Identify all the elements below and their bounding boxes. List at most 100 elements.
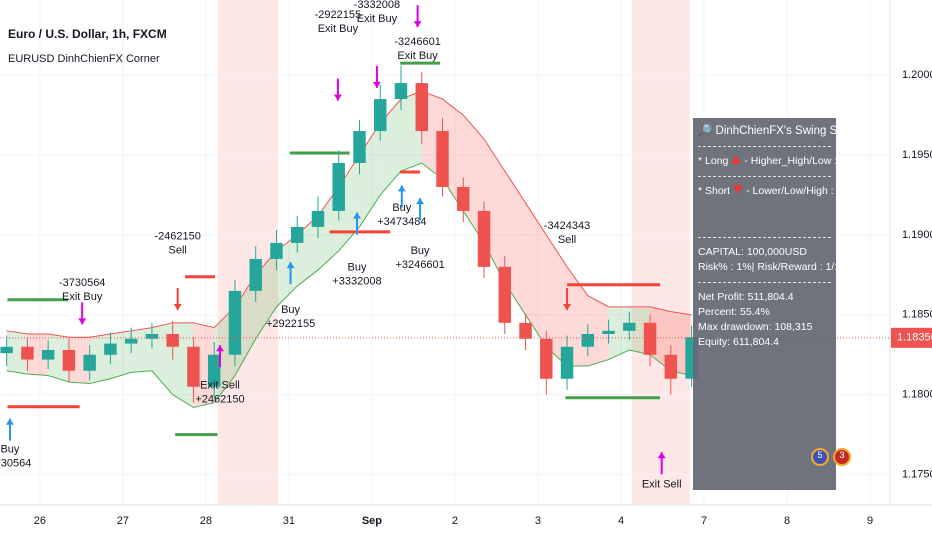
candle-body <box>415 83 428 132</box>
band-fill <box>151 322 173 395</box>
candle-body <box>104 343 117 355</box>
candle-body <box>207 354 221 387</box>
y-tick-label: 1.18500 <box>902 309 932 321</box>
band-fill <box>27 334 49 376</box>
candle-body <box>332 163 345 211</box>
band-fill <box>68 337 90 384</box>
signal-label: Buy <box>392 202 411 214</box>
signal-label: 3730564 <box>0 458 31 470</box>
candle-body <box>643 322 657 355</box>
candle-body <box>498 266 512 323</box>
chart-subtitle: EURUSD DinhChienFX Corner <box>8 53 160 65</box>
candle-body <box>519 322 532 339</box>
signal-label: +2922155 <box>266 318 315 330</box>
signal-arrowhead <box>372 81 381 88</box>
badge: 3 <box>833 448 851 466</box>
y-tick-label: 1.18000 <box>902 389 932 401</box>
candle-body <box>21 346 34 360</box>
long-label: * Long <box>698 155 729 167</box>
x-tick-label: 2 <box>452 515 458 527</box>
signal-arrowhead <box>416 198 425 205</box>
risk: Risk% : 1%| Risk/Reward : 1/1.05 <box>698 261 855 273</box>
capital: CAPITAL: 100,000USD <box>698 246 807 258</box>
signal-label: +2462150 <box>195 394 244 406</box>
panel-title: 🔎 DinhChienFX's Swing Strategy <box>698 125 873 137</box>
band-fill <box>546 234 568 366</box>
signal-label: -3730564 <box>59 277 106 289</box>
signal-label: Buy <box>281 304 300 316</box>
band-fill <box>587 295 609 366</box>
signal-arrowhead <box>78 318 87 325</box>
stat: Max drawdown: 108,315 <box>698 321 813 333</box>
signal-label: Exit Buy <box>357 13 398 25</box>
signal-label: Exit Sell <box>200 380 240 392</box>
signal-label: -3424343 <box>544 220 591 232</box>
candle-body <box>477 210 491 267</box>
candle-body <box>353 131 366 164</box>
signal-arrowhead <box>216 345 225 352</box>
signal-arrowhead <box>657 452 666 459</box>
short-row: * Short - Lower/Low/High : No <box>698 184 850 199</box>
signal-label: Buy <box>348 262 367 274</box>
signal-arrowhead <box>397 185 406 192</box>
info-panel: 🔎 DinhChienFX's Swing Strategy * Long - H… <box>693 118 873 490</box>
candle-body <box>394 83 408 100</box>
signal-label: Buy <box>0 444 19 456</box>
candle-body <box>623 322 636 331</box>
x-tick-label: Sep <box>362 515 382 527</box>
long-row: * Long - Higher_High/Low : No <box>698 154 854 169</box>
candle-body <box>187 346 200 387</box>
panel-title-text: DinhChienFX's Swing Strategy <box>715 125 873 137</box>
session-highlight <box>217 0 279 505</box>
signal-label: -2922155 <box>315 9 362 21</box>
signal-label: +3246601 <box>395 259 444 271</box>
candle-body <box>145 334 159 339</box>
stat: Percent: 55.4% <box>698 306 770 318</box>
signal-arrowhead <box>563 304 572 311</box>
x-tick-label: 8 <box>784 515 790 527</box>
signal-label: -2462150 <box>154 231 201 243</box>
candle-body <box>581 334 595 347</box>
band-line <box>6 162 692 409</box>
signal-label: -3332008 <box>354 0 401 11</box>
x-tick-label: 28 <box>200 515 212 527</box>
candle-body <box>664 354 678 379</box>
badge: 5 <box>811 448 829 466</box>
y-tick-label: 1.20000 <box>902 69 932 81</box>
x-tick-label: 26 <box>34 515 46 527</box>
signal-arrowhead <box>352 212 361 219</box>
long-text: - Higher_High/Low : No <box>744 155 854 167</box>
band-fill <box>525 202 547 347</box>
chart-title: Euro / U.S. Dollar, 1h, FXCM <box>8 27 167 41</box>
band-line <box>6 90 692 338</box>
x-tick-label: 7 <box>701 515 707 527</box>
signal-arrowhead <box>5 418 14 425</box>
candle-body <box>228 290 242 355</box>
last-price-label: 1.18356 <box>897 332 932 344</box>
signal-arrowhead <box>413 21 422 28</box>
candle-body <box>436 131 449 187</box>
x-tick-label: 9 <box>867 515 873 527</box>
candle-body <box>83 354 96 371</box>
signal-label: Exit Buy <box>62 291 103 303</box>
candle-body <box>124 338 138 344</box>
candle-body <box>374 99 387 132</box>
signal-arrowhead <box>286 262 295 269</box>
signal-label: Exit Buy <box>397 50 438 62</box>
x-tick-label: 3 <box>535 515 541 527</box>
y-tick-label: 1.19500 <box>902 149 932 161</box>
candle-body <box>270 242 283 259</box>
candle-body <box>457 186 470 211</box>
signal-label: Buy <box>411 245 430 257</box>
x-tick-label: 31 <box>283 515 295 527</box>
stat: Net Profit: 511,804.4 <box>698 291 794 303</box>
candle-body <box>166 334 179 347</box>
y-tick-label: 1.19000 <box>902 229 932 241</box>
band-fill <box>6 330 28 374</box>
y-tick-label: 1.17500 <box>902 469 932 481</box>
band-fill <box>608 306 630 360</box>
last-price-tag <box>891 327 932 348</box>
signal-arrowhead <box>173 304 182 311</box>
badges: 5 3 <box>811 448 851 466</box>
